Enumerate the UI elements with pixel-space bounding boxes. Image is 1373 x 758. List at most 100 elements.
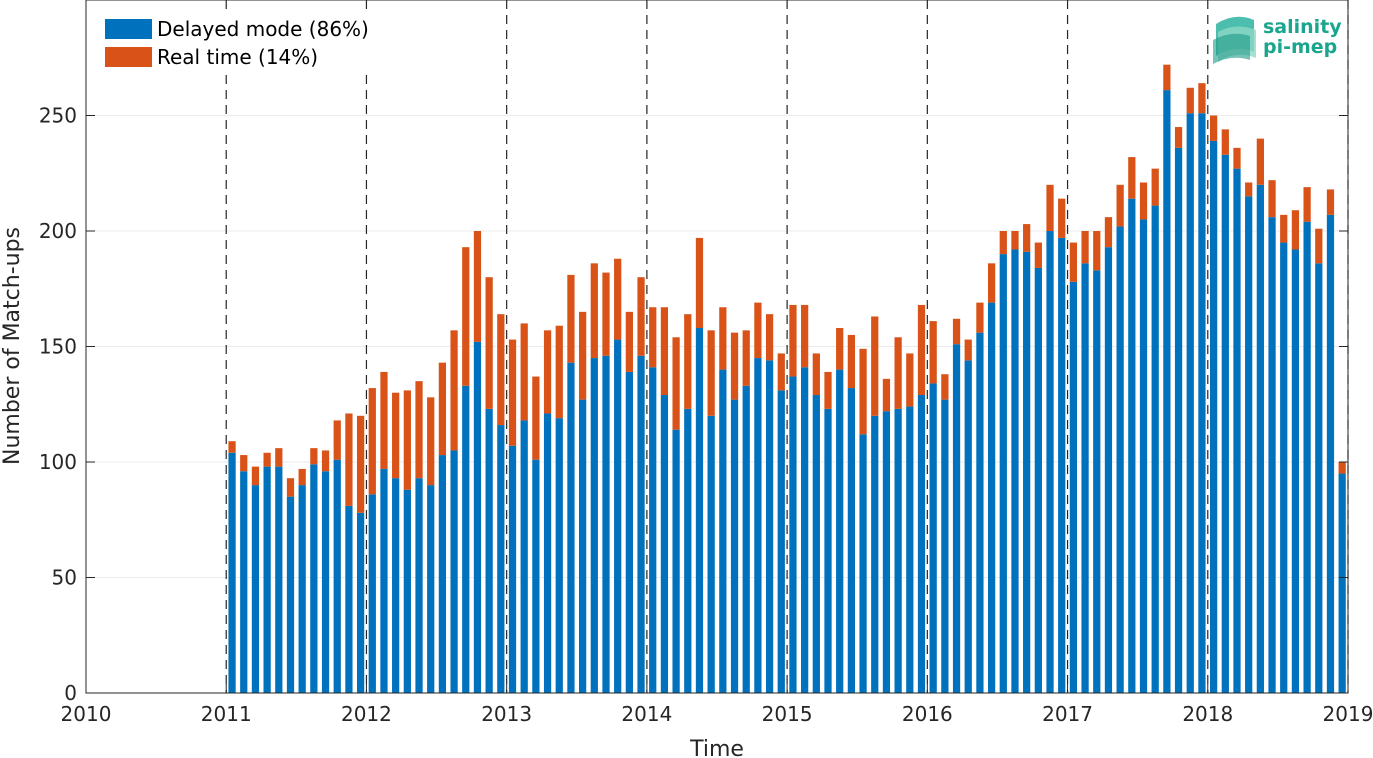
bar-delayed-mode: [543, 413, 552, 693]
bar-real-time: [1093, 231, 1101, 271]
bar-delayed-mode: [1093, 270, 1101, 693]
bar-real-time: [1233, 147, 1241, 169]
bar-delayed-mode: [637, 355, 645, 693]
y-axis: 0 50 100 150 200 250: [39, 104, 1348, 705]
bar-delayed-mode: [625, 371, 633, 693]
bar-real-time: [754, 302, 762, 359]
bar-real-time: [952, 318, 961, 345]
bar-delayed-mode: [450, 450, 458, 693]
bar-real-time: [1268, 180, 1276, 218]
bar-delayed-mode: [1291, 249, 1300, 694]
x-tick-label: 2012: [341, 702, 392, 726]
bar-real-time: [392, 392, 400, 479]
bar-delayed-mode: [999, 254, 1007, 693]
bar-delayed-mode: [987, 302, 996, 693]
bar-real-time: [438, 362, 447, 456]
bar-real-time: [730, 332, 739, 400]
bar-delayed-mode: [730, 399, 739, 693]
bar-real-time: [695, 237, 704, 329]
bar-real-time: [380, 371, 388, 469]
bar-delayed-mode: [485, 408, 493, 693]
bar-delayed-mode: [765, 360, 774, 693]
bar-delayed-mode: [321, 471, 330, 693]
bar-real-time: [1291, 210, 1300, 250]
bar-real-time: [590, 263, 598, 359]
bar-real-time: [263, 452, 271, 467]
x-tick-label: 2011: [201, 702, 252, 726]
y-tick-label: 250: [39, 104, 77, 128]
bar-real-time: [1128, 157, 1136, 199]
legend-swatch-delayed: [105, 19, 152, 39]
bar-delayed-mode: [824, 408, 832, 693]
bar-delayed-mode: [917, 395, 926, 693]
logo-text-salinity: salinity: [1263, 16, 1342, 38]
bar-delayed-mode: [310, 464, 318, 693]
bar-delayed-mode: [392, 478, 400, 693]
bar-delayed-mode: [1023, 251, 1031, 694]
bar-real-time: [1209, 115, 1218, 141]
bar-delayed-mode: [532, 459, 540, 693]
bar-delayed-mode: [1104, 247, 1113, 694]
bar-delayed-mode: [649, 367, 657, 693]
bar-delayed-mode: [1233, 168, 1241, 693]
bar-delayed-mode: [976, 332, 984, 693]
bar-real-time: [1139, 182, 1148, 220]
bar-delayed-mode: [497, 425, 505, 693]
bar-delayed-mode: [1058, 237, 1066, 693]
bar-real-time: [485, 277, 493, 409]
bar-real-time: [1198, 83, 1206, 114]
bar-real-time: [1034, 242, 1042, 268]
bar-delayed-mode: [964, 360, 972, 693]
x-tick-label: 2016: [902, 702, 953, 726]
bar-real-time: [1186, 87, 1194, 114]
bar-real-time: [1303, 187, 1311, 222]
x-axis: 2010 2011 2012 2013 2014 2015 2016 2017 2018 2019: [61, 684, 1373, 726]
bar-delayed-mode: [1116, 226, 1124, 693]
bar-delayed-mode: [567, 362, 575, 693]
bar-real-time: [742, 330, 750, 386]
bar-real-time: [684, 314, 692, 409]
bar-real-time: [614, 258, 622, 340]
bar-delayed-mode: [1163, 90, 1171, 694]
bar-delayed-mode: [660, 395, 669, 693]
bar-delayed-mode: [684, 408, 692, 693]
bar-delayed-mode: [1209, 140, 1218, 693]
bar-real-time: [1315, 228, 1323, 264]
bar-real-time: [1023, 224, 1031, 252]
bar-real-time: [765, 314, 774, 361]
bar-delayed-mode: [590, 358, 598, 693]
bar-real-time: [1151, 168, 1159, 206]
bar-real-time: [345, 413, 353, 506]
bar-delayed-mode: [847, 388, 856, 693]
bar-real-time: [917, 304, 926, 396]
bar-delayed-mode: [1280, 242, 1288, 694]
bar-delayed-mode: [801, 367, 809, 693]
bar-real-time: [929, 321, 937, 384]
bar-real-time: [462, 247, 470, 386]
bar-delayed-mode: [707, 415, 715, 693]
bar-real-time: [567, 274, 575, 363]
bar-real-time: [1326, 189, 1335, 215]
bar-real-time: [859, 348, 867, 435]
bar-real-time: [964, 339, 972, 361]
bar-real-time: [847, 334, 856, 389]
bar-real-time: [719, 307, 727, 370]
bar-real-time: [987, 263, 996, 303]
bar-real-time: [403, 390, 411, 490]
bar-real-time: [508, 339, 517, 446]
bar-delayed-mode: [789, 376, 797, 693]
bar-delayed-mode: [836, 369, 844, 693]
bar-real-time: [824, 371, 832, 409]
bar-delayed-mode: [859, 434, 867, 693]
bar-delayed-mode: [1128, 198, 1136, 693]
bar-real-time: [660, 307, 669, 396]
bar-real-time: [497, 314, 505, 426]
bar-real-time: [275, 448, 283, 467]
logo-wave-icon: [1213, 16, 1256, 64]
bar-delayed-mode: [672, 429, 680, 693]
bar-delayed-mode: [1315, 263, 1323, 693]
bar-real-time: [321, 450, 330, 472]
bar-delayed-mode: [742, 385, 750, 693]
x-tick-label: 2018: [1182, 702, 1233, 726]
